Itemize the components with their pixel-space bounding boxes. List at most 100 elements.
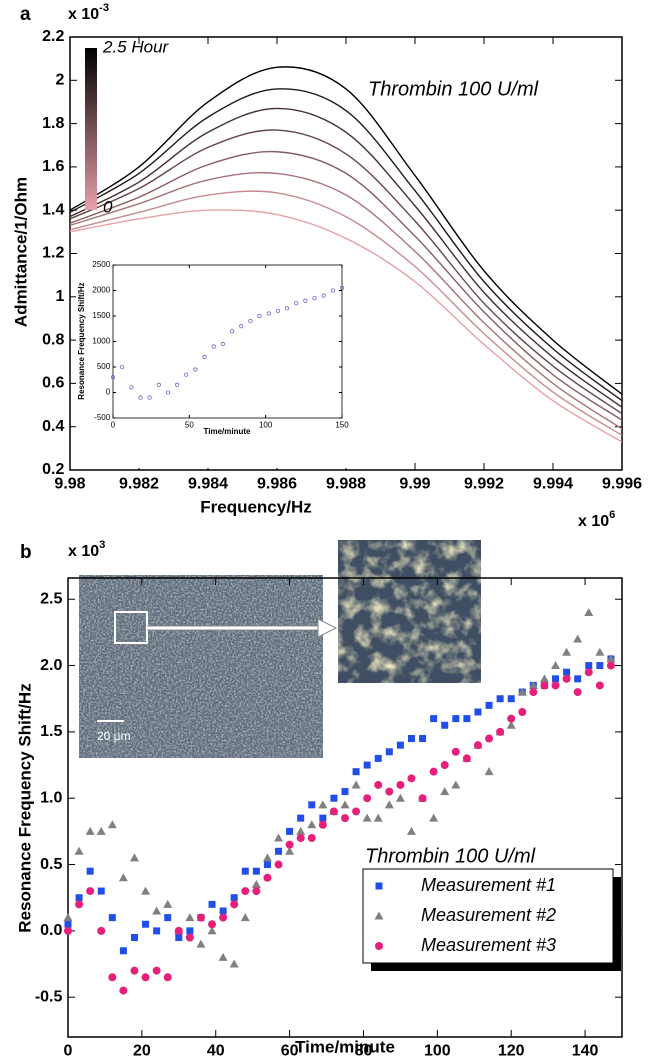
marker: [252, 867, 260, 875]
legend-box: [362, 868, 614, 964]
marker: [296, 826, 306, 835]
marker: [251, 879, 261, 888]
marker: [285, 840, 294, 849]
marker: [440, 787, 450, 796]
marker: [63, 913, 73, 922]
marker: [64, 926, 72, 935]
marker: [330, 288, 335, 293]
marker: [142, 920, 150, 928]
marker: [303, 298, 308, 303]
marker: [562, 647, 572, 656]
marker: [595, 647, 605, 656]
marker: [156, 382, 161, 387]
marker: [321, 293, 326, 298]
panel-label: a: [20, 4, 31, 25]
marker: [274, 833, 284, 842]
y-tick-label: 2.2: [42, 28, 64, 45]
marker: [484, 767, 494, 776]
marker: [286, 827, 294, 835]
x-tick-label: 9.99: [399, 476, 430, 493]
marker: [174, 926, 183, 935]
marker: [440, 761, 449, 770]
marker: [318, 800, 328, 809]
marker: [385, 787, 394, 796]
y-multiplier-exp: -3: [99, 2, 109, 14]
legend-label: Measurement #2: [421, 905, 556, 925]
marker: [373, 813, 383, 822]
y-multiplier-exp: 3: [99, 539, 105, 551]
marker: [296, 834, 305, 843]
marker: [452, 715, 460, 723]
zoom-texture: [338, 540, 481, 683]
x-axis-title: Frequency/Hz: [200, 497, 311, 516]
marker: [529, 688, 538, 697]
curve: [70, 209, 622, 443]
marker: [129, 385, 134, 390]
y-multiplier-base: x 10: [68, 543, 99, 560]
marker: [184, 372, 189, 377]
marker: [496, 695, 504, 703]
y-tick-label: 1000: [92, 337, 110, 346]
legend-label: Measurement #1: [421, 875, 556, 895]
marker: [307, 834, 316, 843]
y-tick-label: 0.6: [42, 375, 64, 392]
colorbar: [85, 48, 97, 210]
marker: [263, 861, 271, 869]
marker: [319, 814, 327, 822]
marker: [207, 926, 217, 935]
marker: [284, 306, 290, 311]
marker: [539, 674, 549, 683]
x-tick-label: 9.98: [54, 476, 85, 493]
x-tick-label: 50: [185, 420, 194, 429]
marker: [340, 800, 350, 809]
marker: [294, 301, 299, 306]
marker: [118, 873, 128, 882]
marker: [230, 329, 235, 334]
x-tick-label: 0: [111, 420, 116, 429]
marker: [153, 927, 161, 935]
marker: [152, 966, 161, 975]
marker: [266, 311, 271, 316]
marker: [506, 720, 516, 729]
y-tick-label: 2.0: [40, 657, 62, 674]
marker: [164, 914, 172, 922]
y-tick-label: 1: [55, 288, 64, 305]
y-tick-label: 0: [106, 388, 111, 397]
marker: [419, 735, 427, 743]
marker: [241, 887, 250, 896]
marker: [451, 747, 460, 756]
marker: [152, 906, 162, 915]
marker: [352, 807, 361, 816]
marker: [141, 886, 151, 895]
legend-label: Measurement #3: [421, 935, 556, 955]
marker: [185, 913, 195, 922]
annotation: Thrombin 100 U/ml: [368, 78, 539, 100]
x-multiplier-exp: 6: [609, 509, 615, 521]
x-tick-label: 100: [259, 420, 273, 429]
marker: [175, 382, 180, 387]
x-tick-label: 150: [335, 420, 349, 429]
y-multiplier: x 10-3: [68, 2, 109, 23]
marker: [485, 701, 493, 709]
marker: [241, 867, 249, 875]
marker: [86, 887, 95, 896]
marker: [196, 939, 206, 948]
marker: [285, 846, 295, 855]
marker: [330, 794, 338, 802]
x-tick-label: 100: [424, 1043, 451, 1057]
curve: [70, 190, 622, 436]
y-tick-label: -0.5: [35, 988, 63, 1005]
y-axis-title: Resonance Frequency Shift/Hz: [77, 282, 86, 399]
marker: [229, 959, 239, 968]
marker: [518, 707, 527, 716]
marker: [606, 654, 616, 663]
y-multiplier: x 103: [68, 539, 105, 560]
marker: [341, 814, 349, 823]
curve: [70, 129, 622, 415]
marker: [351, 780, 361, 789]
marker: [339, 285, 345, 291]
marker: [129, 853, 139, 862]
y-tick-label: 0.4: [42, 418, 64, 435]
marker: [275, 308, 280, 313]
marker: [86, 867, 94, 875]
